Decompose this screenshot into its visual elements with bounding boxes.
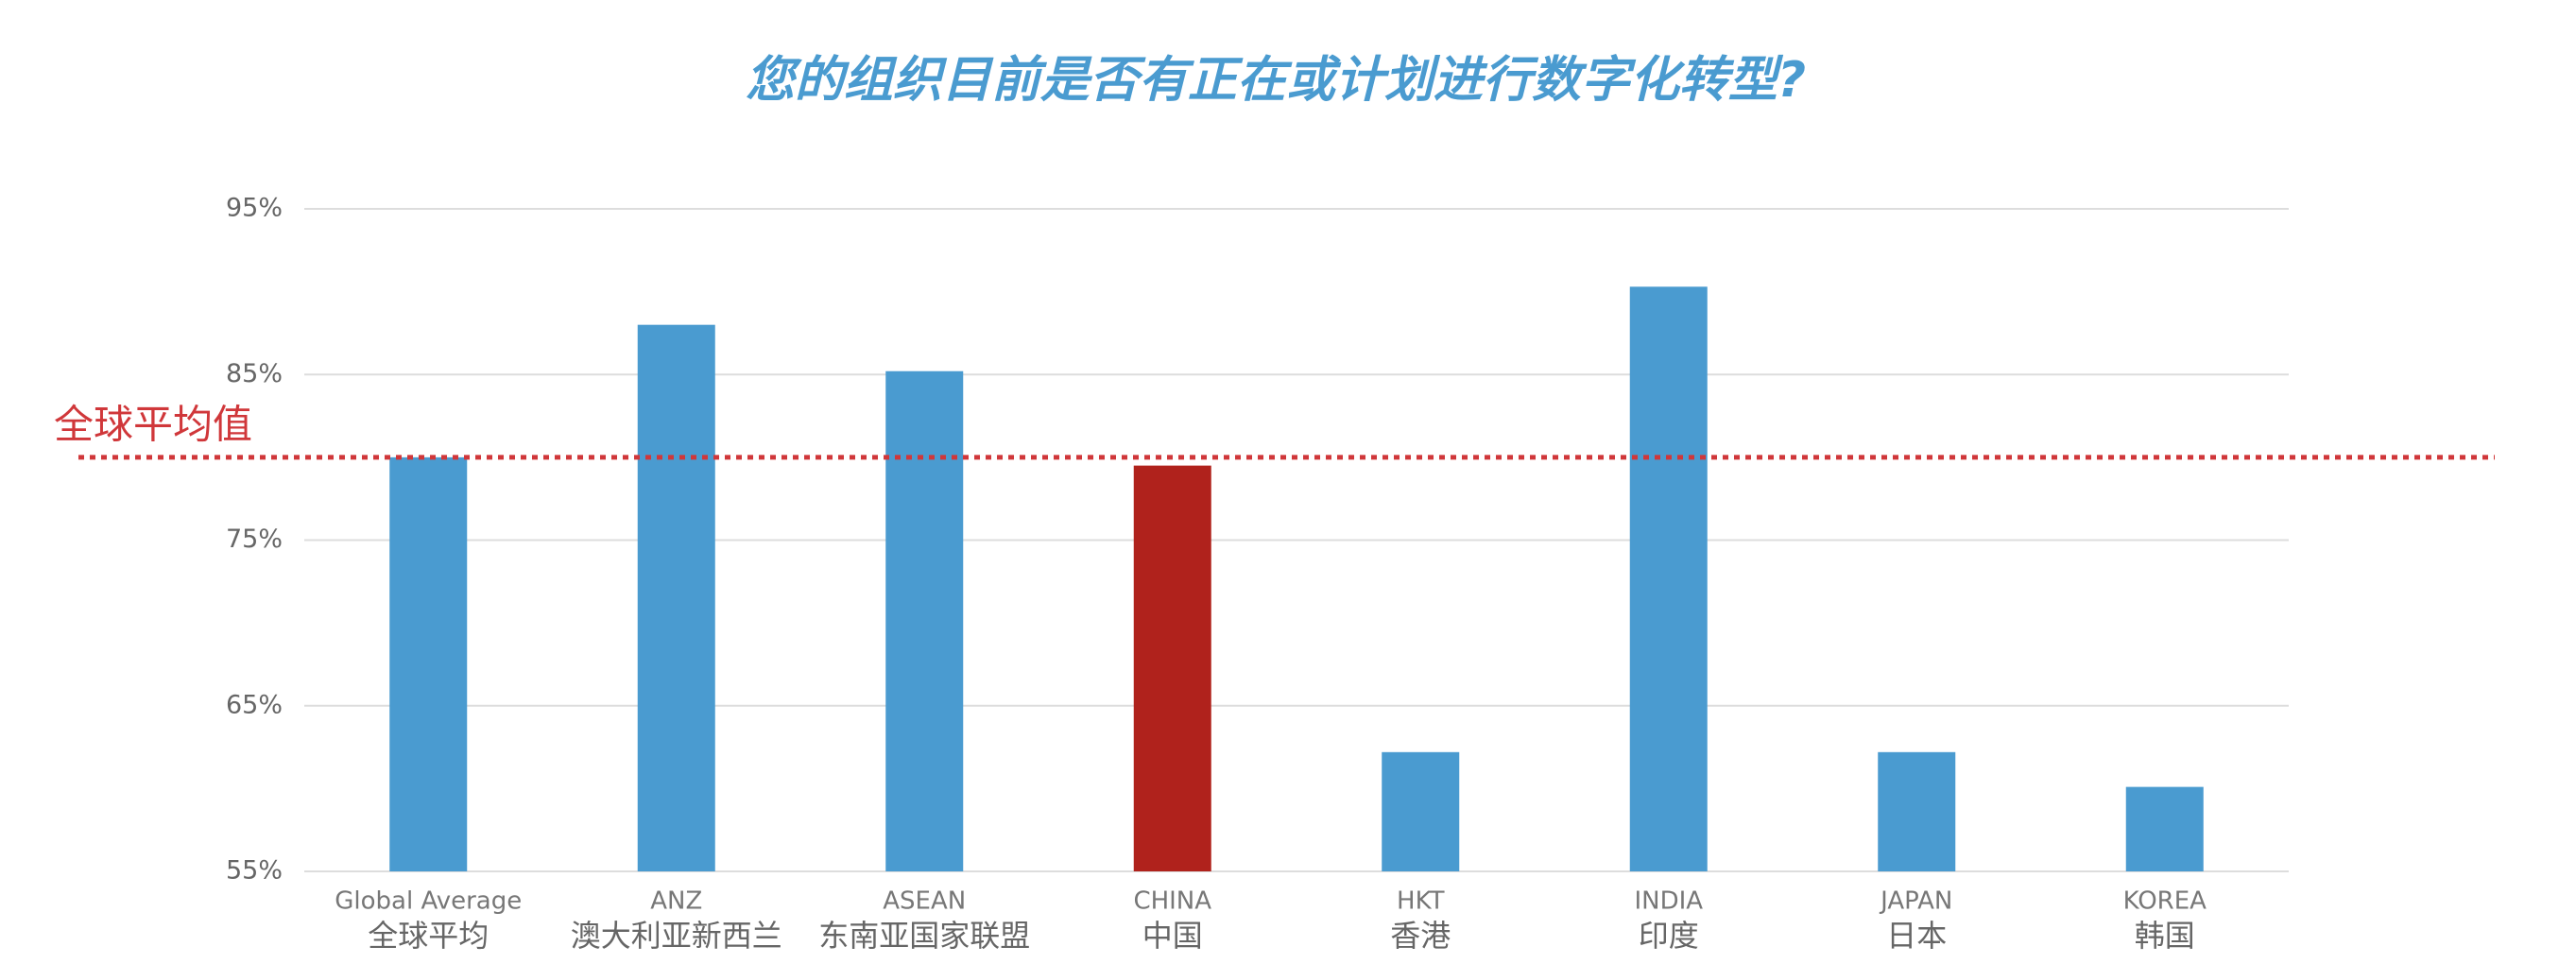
x-tick-label: KOREA bbox=[2123, 887, 2207, 916]
chart-title: 您的组织目前是否有正在或计划进行数字化转型? bbox=[746, 52, 1806, 109]
bar bbox=[637, 324, 715, 871]
x-tick-label: JAPAN bbox=[1879, 887, 1952, 916]
bar bbox=[1878, 751, 1956, 871]
bar bbox=[1133, 465, 1211, 871]
x-tick-label-cn: 香港 bbox=[1390, 918, 1451, 954]
bar bbox=[2125, 786, 2204, 871]
x-tick-label: ANZ bbox=[650, 887, 702, 916]
x-tick-label-cn: 日本 bbox=[1886, 918, 1947, 954]
x-tick-label: ASEAN bbox=[883, 887, 966, 916]
x-tick-label-cn: 印度 bbox=[1639, 918, 1699, 954]
y-tick-label: 95% bbox=[226, 194, 283, 223]
x-tick-label: Global Average bbox=[335, 887, 522, 916]
x-tick-label: INDIA bbox=[1634, 887, 1703, 916]
y-tick-label: 65% bbox=[226, 690, 283, 719]
y-tick-label: 75% bbox=[226, 525, 283, 554]
x-tick-label-cn: 中国 bbox=[1142, 918, 1203, 954]
x-tick-label-cn: 东南亚国家联盟 bbox=[818, 918, 1030, 954]
bar bbox=[1382, 751, 1460, 871]
bar bbox=[885, 370, 964, 871]
bar bbox=[389, 456, 468, 871]
x-tick-label-cn: 澳大利亚新西兰 bbox=[571, 918, 782, 954]
y-tick-label: 85% bbox=[226, 359, 283, 388]
y-tick-label: 55% bbox=[226, 856, 283, 886]
x-tick-label: HKT bbox=[1397, 887, 1445, 916]
x-tick-label-cn: 韩国 bbox=[2135, 918, 2195, 954]
x-tick-label-cn: 全球平均 bbox=[368, 918, 489, 954]
bar bbox=[1629, 286, 1708, 871]
reference-label: 全球平均值 bbox=[54, 402, 252, 448]
x-tick-label: CHINA bbox=[1133, 887, 1211, 916]
